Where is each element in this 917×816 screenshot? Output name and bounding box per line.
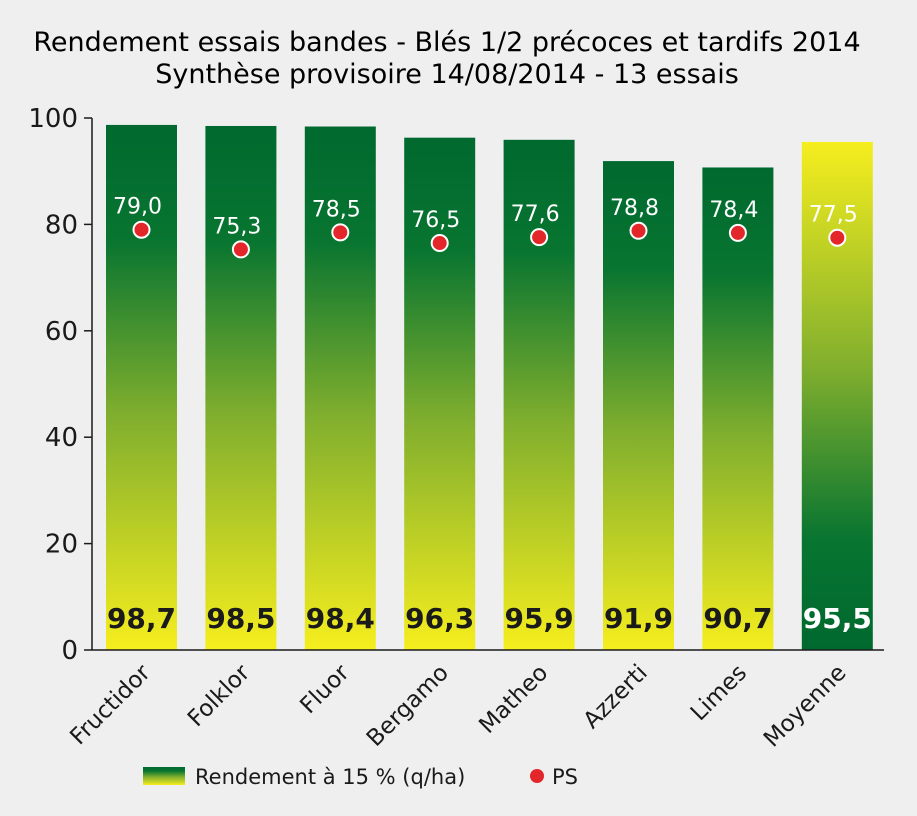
ps-value-label: 77,6 — [511, 202, 560, 227]
ps-point — [629, 221, 648, 240]
legend: Rendement à 15 % (q/ha) PS — [143, 765, 578, 789]
bar-value-label: 91,9 — [604, 602, 673, 635]
ps-point — [828, 228, 847, 247]
legend-label-rendement: Rendement à 15 % (q/ha) — [195, 765, 465, 789]
x-category-label: Moyenne — [759, 660, 852, 753]
bar-value-label: 90,7 — [703, 602, 772, 635]
plot-area: 0 20 40 60 80 100 98,7 79,0 Fructidor 98,5 75,3 Fol… — [28, 104, 884, 752]
bar-value-label: 96,3 — [405, 602, 474, 635]
y-tick-label: 80 — [45, 210, 78, 240]
bar-fluor — [304, 126, 376, 650]
chart-subtitle: Synthèse provisoire 14/08/2014 - 13 essa… — [155, 59, 739, 90]
x-category-label: Fluor — [295, 659, 355, 719]
y-tick-label: 40 — [45, 423, 78, 453]
ps-point — [132, 220, 151, 239]
ps-value-label: 77,5 — [809, 203, 858, 228]
y-tick-label: 60 — [45, 317, 78, 347]
x-category-label: Fructidor — [65, 659, 156, 750]
legend-label-ps: PS — [552, 765, 578, 789]
ps-point — [530, 228, 549, 247]
bar-folklor — [205, 125, 277, 651]
bar-azzerti — [603, 161, 674, 651]
ps-value-label: 78,8 — [610, 196, 659, 221]
bar-limes — [702, 167, 774, 650]
y-tick-label: 0 — [61, 636, 78, 666]
ps-value-label: 78,4 — [709, 198, 758, 223]
x-category-label: Azzerti — [579, 660, 653, 734]
ps-point — [331, 223, 350, 242]
legend-swatch-rendement — [143, 767, 185, 785]
ps-value-label: 75,3 — [212, 214, 261, 239]
bar-moyenne — [801, 141, 873, 650]
x-category-label: Bergamo — [362, 660, 454, 752]
bar-value-label: 98,4 — [306, 602, 375, 635]
bar-bergamo — [404, 137, 476, 650]
x-category-label: Limes — [686, 660, 752, 726]
ps-value-label: 78,5 — [312, 197, 361, 222]
bar-value-label: 95,5 — [803, 602, 872, 635]
ps-point — [430, 234, 449, 253]
ps-point — [728, 223, 747, 242]
legend-marker-ps — [530, 769, 544, 783]
bar-fructidor — [106, 124, 177, 650]
x-category-label: Folklor — [183, 659, 256, 732]
bar-value-label: 98,7 — [107, 602, 176, 635]
ps-point — [231, 240, 250, 259]
chart-title: Rendement essais bandes - Blés 1/2 préco… — [33, 27, 860, 58]
ps-value-label: 76,5 — [411, 208, 460, 233]
y-tick-label: 100 — [28, 104, 78, 134]
x-category-label: Matheo — [474, 660, 553, 739]
bar-value-label: 95,9 — [505, 602, 574, 635]
bar-matheo — [503, 139, 575, 650]
bar-value-label: 98,5 — [206, 602, 275, 635]
ps-value-label: 79,0 — [113, 195, 162, 220]
y-tick-label: 20 — [45, 530, 78, 560]
